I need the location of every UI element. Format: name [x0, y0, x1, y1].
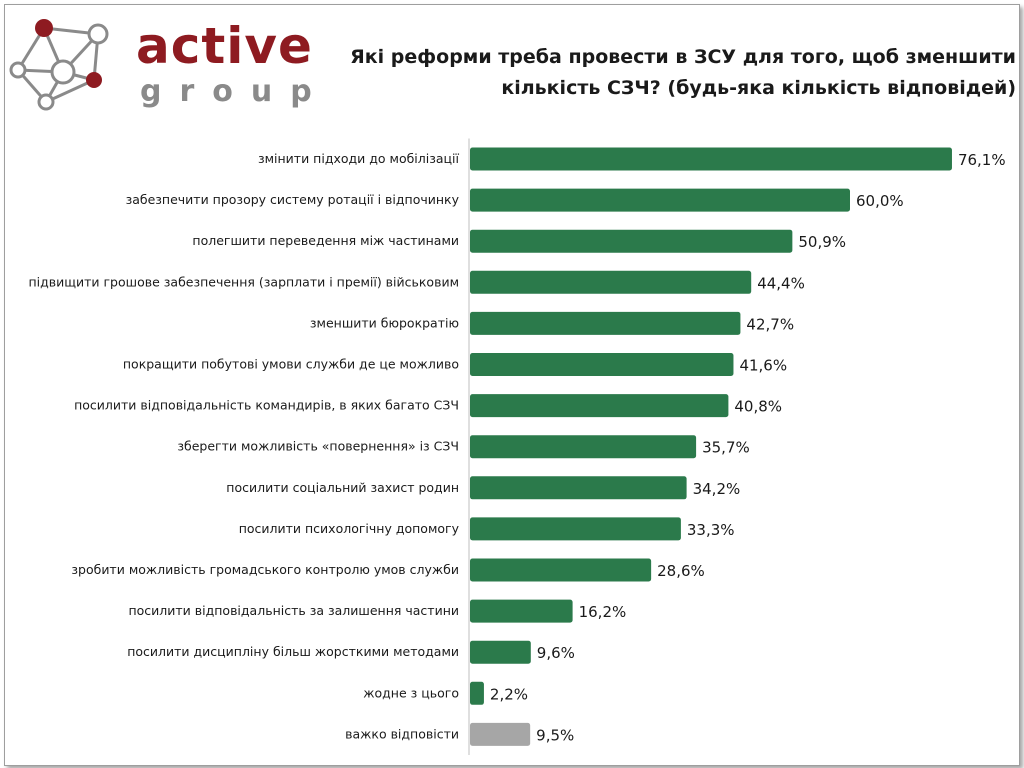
bar-4 [470, 311, 741, 335]
bar-9 [470, 517, 681, 541]
value-label-2: 50,9% [798, 233, 846, 251]
bar-7 [470, 435, 697, 459]
category-label-0: змінити підходи до мобілізації [258, 151, 460, 166]
category-label-10: зробити можливість громадського контролю… [71, 562, 459, 577]
slide-frame [4, 4, 1020, 766]
company-logo: active group [8, 16, 312, 116]
logo-wordmark: active [136, 17, 313, 75]
category-label-6: посилити відповідальність командирів, в … [74, 398, 459, 413]
category-label-13: жодне з цього [363, 685, 459, 700]
chart-title: Які реформи треба провести в ЗСУ для тог… [330, 42, 1016, 104]
category-label-14: важко відповісти [345, 726, 459, 741]
category-label-4: зменшити бюрократію [310, 315, 459, 330]
bar-12 [470, 640, 531, 664]
value-label-13: 2,2% [490, 685, 528, 703]
category-label-12: посилити дисципліну більш жорсткими мето… [127, 644, 459, 659]
bar-14 [470, 722, 531, 746]
category-label-3: підвищити грошове забезпечення (зарплати… [28, 274, 459, 289]
bar-5 [470, 353, 734, 376]
bar-8 [470, 476, 687, 500]
value-label-12: 9,6% [537, 644, 575, 662]
value-label-4: 42,7% [746, 315, 794, 333]
value-label-1: 60,0% [856, 192, 904, 210]
bar-6 [470, 394, 729, 418]
bar-10 [470, 558, 652, 582]
bar-1 [470, 188, 850, 212]
value-label-11: 16,2% [579, 603, 627, 621]
value-label-7: 35,7% [702, 439, 750, 457]
category-label-9: посилити психологічну допомогу [239, 521, 460, 536]
bar-11 [470, 599, 573, 623]
category-label-1: забезпечити прозору систему ротації і ві… [126, 192, 460, 207]
category-label-2: полегшити переведення між частинами [192, 233, 459, 248]
value-label-9: 33,3% [687, 521, 735, 539]
category-label-8: посилити соціальний захист родин [226, 480, 459, 495]
value-label-8: 34,2% [693, 480, 741, 498]
category-label-7: зберегти можливість «повернення» із СЗЧ [177, 439, 459, 454]
value-label-10: 28,6% [657, 562, 705, 580]
bar-13 [470, 681, 484, 705]
bar-3 [470, 270, 752, 294]
category-label-5: покращити побутові умови служби де це мо… [123, 357, 459, 372]
logo-subtitle: group [140, 74, 330, 109]
value-label-3: 44,4% [757, 274, 805, 292]
value-label-5: 41,6% [739, 357, 787, 375]
bar-2 [470, 229, 793, 253]
chart-title-line-2: кількість СЗЧ? (будь-яка кількість відпо… [501, 77, 1016, 99]
network-logo-icon [9, 19, 109, 111]
value-label-14: 9,5% [536, 726, 574, 744]
value-label-0: 76,1% [958, 151, 1006, 169]
chart-title-line-1: Які реформи треба провести в ЗСУ для тог… [350, 46, 1016, 68]
bar-0 [470, 147, 952, 171]
category-label-11: посилити відповідальність за залишення ч… [128, 603, 459, 618]
value-label-6: 40,8% [734, 398, 782, 416]
